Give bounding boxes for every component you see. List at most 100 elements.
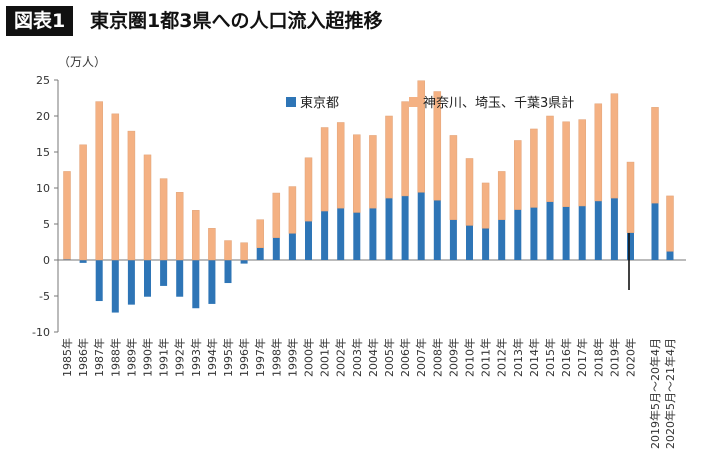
x-tick-label: 1997年 xyxy=(253,338,267,377)
bar-tokyo xyxy=(95,260,103,302)
bar-three-prefectures xyxy=(465,158,474,226)
bar-tokyo xyxy=(288,233,296,260)
x-tick-label: 2012年 xyxy=(495,338,509,377)
x-tick-label: 2000年 xyxy=(302,338,316,377)
bar-three-prefectures xyxy=(651,107,659,204)
bar-tokyo xyxy=(256,247,264,260)
x-tick-label: 1993年 xyxy=(189,338,203,377)
bar-tokyo xyxy=(353,212,361,260)
bar-three-prefectures xyxy=(353,134,361,213)
x-tick-label: 2007年 xyxy=(414,338,428,377)
bar-tokyo xyxy=(272,237,280,260)
x-tick-label: 2004年 xyxy=(366,338,380,377)
bar-three-prefectures xyxy=(192,210,200,261)
bar-three-prefectures xyxy=(288,186,297,234)
y-tick-label: 15 xyxy=(36,146,50,159)
bar-tokyo xyxy=(514,209,522,260)
bar-three-prefectures xyxy=(497,171,506,220)
bar-three-prefectures xyxy=(449,135,458,220)
bar-three-prefectures xyxy=(578,119,586,207)
x-tick-label: 1995年 xyxy=(221,338,235,377)
x-tick-label: 2018年 xyxy=(591,338,605,377)
bar-tokyo xyxy=(79,260,87,263)
bar-tokyo xyxy=(321,211,329,260)
legend-swatch xyxy=(409,97,419,107)
bar-tokyo xyxy=(160,260,168,286)
bar-three-prefectures xyxy=(143,154,152,261)
bar-tokyo xyxy=(627,232,634,260)
x-tick-label: 2008年 xyxy=(430,338,444,377)
bar-tokyo xyxy=(127,260,135,305)
x-tick-label: 1998年 xyxy=(269,338,283,377)
bar-tokyo xyxy=(610,198,618,260)
x-tick-label: 1991年 xyxy=(157,338,171,377)
x-tick-label: 2016年 xyxy=(559,338,573,377)
x-tick-label: 2014年 xyxy=(527,338,541,377)
x-tick-label: 1992年 xyxy=(173,338,187,377)
bar-tokyo xyxy=(224,260,232,284)
bar-tokyo xyxy=(192,260,200,309)
x-tick-label: 2017年 xyxy=(575,338,589,377)
bar-tokyo xyxy=(337,208,345,260)
legend-swatch xyxy=(286,97,296,107)
bar-three-prefectures xyxy=(514,140,522,210)
y-tick-label: -10 xyxy=(32,326,50,339)
bar-tokyo xyxy=(111,260,119,313)
bar-three-prefectures xyxy=(256,219,264,249)
legend: 東京都 神奈川、埼玉、千葉3県計 xyxy=(286,95,574,111)
bar-tokyo xyxy=(651,203,659,260)
bar-tokyo xyxy=(578,206,586,260)
bar-three-prefectures xyxy=(175,192,184,261)
bar-three-prefectures xyxy=(111,113,120,261)
x-tick-label: 2011年 xyxy=(479,338,493,377)
axis-layer: 25 20 15 10 5 0 -5 -10 1985年 1986年 1987年 1988年 1989年… xyxy=(32,74,686,449)
x-tick-label: 1996年 xyxy=(237,338,251,377)
bar-tokyo xyxy=(240,260,248,264)
bar-tokyo xyxy=(176,260,184,297)
x-tick-label: 1985年 xyxy=(60,338,74,377)
x-tick-label: 1990年 xyxy=(141,338,155,377)
y-tick-label: 5 xyxy=(43,218,50,231)
x-tick-label: 2020年5月～21年4月 xyxy=(663,338,677,449)
bar-three-prefectures xyxy=(224,240,232,261)
bar-three-prefectures xyxy=(240,242,248,261)
bar-three-prefectures xyxy=(63,171,71,260)
x-tick-label: 2002年 xyxy=(334,338,348,377)
bar-tokyo xyxy=(594,200,602,260)
bar-three-prefectures xyxy=(320,127,329,212)
bar-three-prefectures xyxy=(481,182,490,229)
x-tick-label: 2003年 xyxy=(350,338,364,377)
y-tick-label: 0 xyxy=(43,254,50,267)
figure-badge: 図表1 xyxy=(6,6,74,36)
bar-three-prefectures xyxy=(385,115,393,199)
bar-three-prefectures xyxy=(369,135,377,209)
chart-title: 東京圏1都3県への人口流入超推移 xyxy=(90,10,383,32)
legend-label: 東京都 xyxy=(300,95,339,111)
bar-tokyo xyxy=(63,259,71,260)
x-tick-label: 2001年 xyxy=(318,338,332,377)
x-tick-label: 2019年5月～20年4月 xyxy=(648,338,662,449)
y-unit-label: （万人） xyxy=(58,55,106,69)
legend-label: 神奈川、埼玉、千葉3県計 xyxy=(423,95,574,111)
x-tick-label: 1987年 xyxy=(92,338,106,377)
y-tick-label: 10 xyxy=(36,182,50,195)
x-tick-label: 2009年 xyxy=(446,338,460,377)
x-tick-label: 2010年 xyxy=(463,338,477,377)
bar-three-prefectures xyxy=(159,178,168,261)
bar-tokyo xyxy=(466,225,473,260)
bar-three-prefectures xyxy=(626,161,635,233)
bar-tokyo xyxy=(482,228,490,260)
bar-tokyo xyxy=(417,192,425,260)
bar-tokyo xyxy=(530,207,538,260)
bar-tokyo xyxy=(305,221,312,260)
x-tick-label: 2005年 xyxy=(382,338,396,377)
y-tick-label: 20 xyxy=(36,110,50,123)
x-tick-label: 2020年 xyxy=(624,338,638,377)
x-tick-label: 1994年 xyxy=(205,338,219,377)
bar-three-prefectures xyxy=(304,157,313,222)
bar-tokyo xyxy=(433,200,441,260)
x-tick-label: 2013年 xyxy=(511,338,525,377)
bar-tokyo xyxy=(666,251,674,260)
